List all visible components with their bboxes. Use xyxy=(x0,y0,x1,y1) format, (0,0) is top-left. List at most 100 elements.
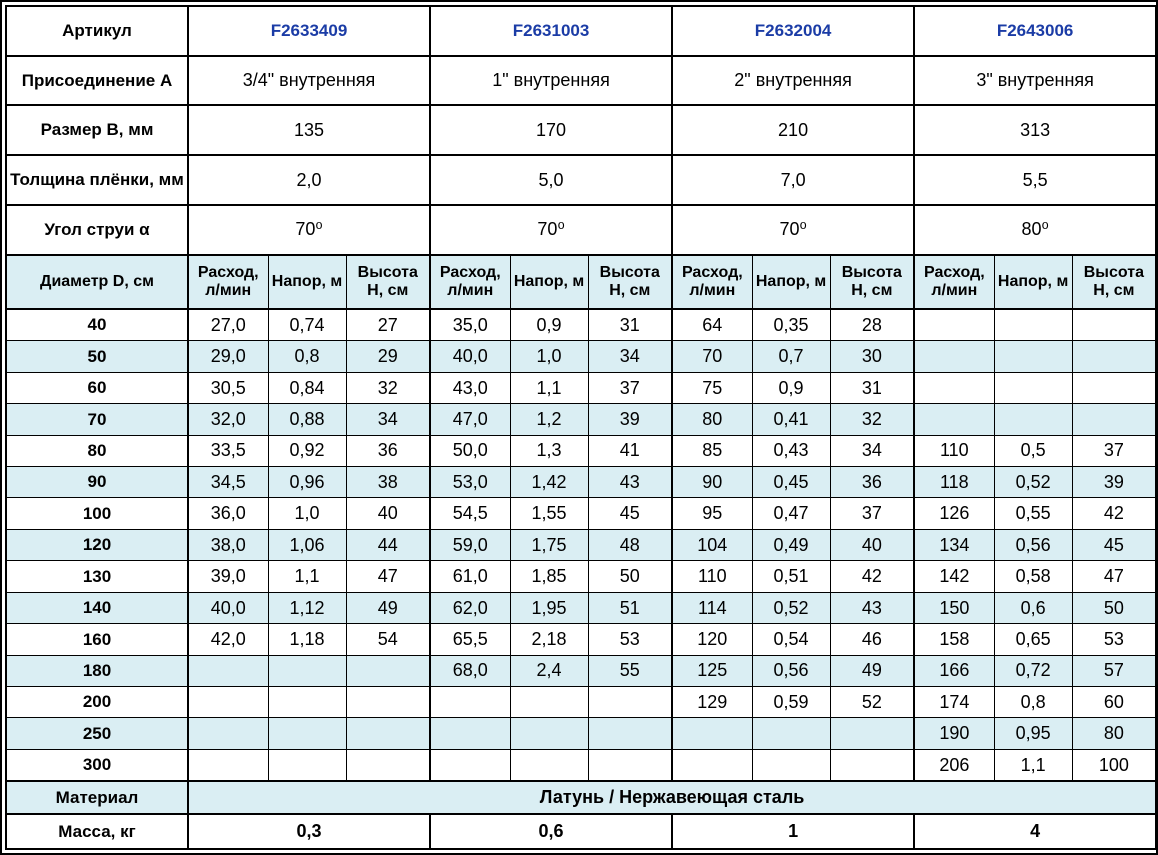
data-cell: 206 xyxy=(913,748,995,782)
data-cell: 59,0 xyxy=(429,528,511,562)
data-cell: 120 xyxy=(671,623,753,656)
data-cell: 42 xyxy=(829,560,915,593)
data-cell xyxy=(429,717,511,750)
spec-value: 210 xyxy=(671,104,915,157)
data-cell: 53 xyxy=(587,623,673,656)
spec-row-label: Толщина плёнки, мм xyxy=(5,154,189,206)
data-cell: 0,54 xyxy=(751,623,831,656)
data-cell xyxy=(587,748,673,782)
data-cell: 33,5 xyxy=(187,434,269,467)
data-cell: 50 xyxy=(1071,591,1157,625)
diameter-value: 40 xyxy=(5,308,189,342)
mass-value: 1 xyxy=(671,813,915,850)
data-cell: 40 xyxy=(829,528,915,562)
material-row: Материал Латунь / Нержавеющая сталь xyxy=(5,779,1157,816)
data-row: 70 32,0 0,88 34 47,0 1,2 39 80 0,41 32 xyxy=(5,403,1157,436)
data-cell xyxy=(509,686,589,719)
data-row: 120 38,0 1,06 44 59,0 1,75 48 104 0,49 40 134 0,56 4… xyxy=(5,528,1157,562)
diameter-value: 100 xyxy=(5,497,189,530)
data-cell: 62,0 xyxy=(429,591,511,625)
data-cell: 39,0 xyxy=(187,560,269,593)
data-cell: 104 xyxy=(671,528,753,562)
data-cell: 1,2 xyxy=(509,403,589,436)
data-row: 40 27,0 0,74 27 35,0 0,9 31 64 0,35 28 xyxy=(5,308,1157,342)
data-cell: 53,0 xyxy=(429,465,511,499)
data-cell: 0,52 xyxy=(751,591,831,625)
data-cell: 0,47 xyxy=(751,497,831,530)
data-row: 80 33,5 0,92 36 50,0 1,3 41 85 0,43 34 110 0,5 37 xyxy=(5,434,1157,467)
data-cell: 0,58 xyxy=(993,560,1073,593)
data-cell xyxy=(187,748,269,782)
column-header-row: Диаметр D, см Расход, л/мин Напор, м Высота… xyxy=(5,253,1157,311)
data-cell: 32,0 xyxy=(187,403,269,436)
data-cell: 40,0 xyxy=(429,340,511,373)
data-cell: 1,42 xyxy=(509,465,589,499)
data-cell: 0,65 xyxy=(993,623,1073,656)
data-cell: 1,1 xyxy=(509,371,589,405)
data-cell: 1,75 xyxy=(509,528,589,562)
data-cell: 51 xyxy=(587,591,673,625)
data-cell: 32 xyxy=(345,371,431,405)
data-cell: 142 xyxy=(913,560,995,593)
data-cell xyxy=(913,403,995,436)
mass-label: Масса, кг xyxy=(5,813,189,850)
data-cell: 0,56 xyxy=(751,654,831,688)
data-cell: 1,1 xyxy=(993,748,1073,782)
data-cell xyxy=(345,654,431,688)
data-cell: 39 xyxy=(1071,465,1157,499)
data-cell: 29 xyxy=(345,340,431,373)
spec-value: 70⁰ xyxy=(186,203,431,256)
column-header: Расход, л/мин xyxy=(671,253,753,311)
data-cell: 166 xyxy=(913,654,995,688)
data-row: 140 40,0 1,12 49 62,0 1,95 51 114 0,52 43 150 0,6 50 xyxy=(5,591,1157,625)
data-cell: 45 xyxy=(1071,528,1157,562)
spec-row: Присоединение А 3/4" внутренняя 1" внутрен… xyxy=(5,54,1157,107)
data-cell: 0,96 xyxy=(267,465,347,499)
data-cell: 80 xyxy=(1071,717,1157,750)
data-cell: 34 xyxy=(587,340,673,373)
data-cell: 75 xyxy=(671,371,753,405)
spec-table-body: Артикул F2633409 F2631003 F2632004 F2643006 П… xyxy=(5,5,1157,850)
data-cell: 118 xyxy=(913,465,995,499)
data-cell: 95 xyxy=(671,497,753,530)
data-cell xyxy=(751,748,831,782)
spec-value: 2" внутренняя xyxy=(671,54,915,107)
data-cell: 35,0 xyxy=(429,308,511,342)
data-cell: 129 xyxy=(671,686,753,719)
data-cell: 70 xyxy=(671,340,753,373)
diameter-value: 180 xyxy=(5,654,189,688)
data-cell: 64 xyxy=(671,308,753,342)
spec-row-label: Размер В, мм xyxy=(5,104,189,157)
data-cell: 49 xyxy=(829,654,915,688)
diameter-value: 80 xyxy=(5,434,189,467)
data-cell xyxy=(267,748,347,782)
data-cell: 39 xyxy=(587,403,673,436)
data-cell: 0,8 xyxy=(993,686,1073,719)
data-cell: 43 xyxy=(587,465,673,499)
data-row: 130 39,0 1,1 47 61,0 1,85 50 110 0,51 42 142 0,58 47 xyxy=(5,560,1157,593)
data-cell: 36 xyxy=(829,465,915,499)
data-cell: 46 xyxy=(829,623,915,656)
data-cell: 1,55 xyxy=(509,497,589,530)
data-cell: 110 xyxy=(671,560,753,593)
data-cell: 0,51 xyxy=(751,560,831,593)
data-cell xyxy=(429,748,511,782)
diameter-value: 200 xyxy=(5,686,189,719)
data-cell xyxy=(751,717,831,750)
data-cell: 158 xyxy=(913,623,995,656)
data-cell xyxy=(913,340,995,373)
data-row: 90 34,5 0,96 38 53,0 1,42 43 90 0,45 36 118 0,52 39 xyxy=(5,465,1157,499)
data-cell: 47 xyxy=(345,560,431,593)
data-cell: 50,0 xyxy=(429,434,511,467)
diameter-value: 60 xyxy=(5,371,189,405)
data-cell xyxy=(1071,371,1157,405)
column-header: Напор, м xyxy=(993,253,1073,311)
data-cell: 126 xyxy=(913,497,995,530)
data-row: 100 36,0 1,0 40 54,5 1,55 45 95 0,47 37 126 0,55 42 xyxy=(5,497,1157,530)
column-header: Высота Н, см xyxy=(1071,253,1157,311)
data-cell xyxy=(509,748,589,782)
data-cell: 1,12 xyxy=(267,591,347,625)
data-cell: 40,0 xyxy=(187,591,269,625)
data-cell: 125 xyxy=(671,654,753,688)
data-cell: 150 xyxy=(913,591,995,625)
